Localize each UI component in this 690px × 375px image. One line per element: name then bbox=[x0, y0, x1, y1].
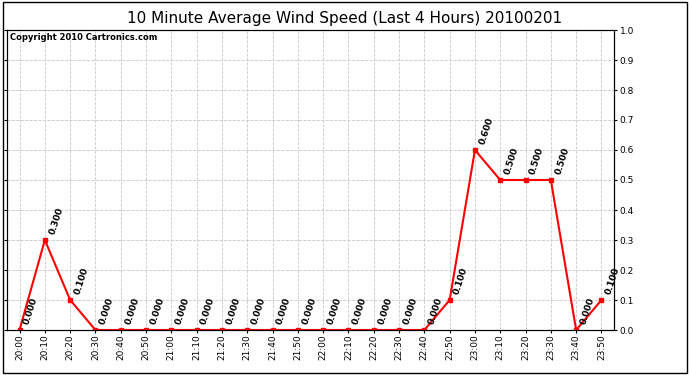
Text: 0.000: 0.000 bbox=[225, 297, 242, 326]
Text: 0.000: 0.000 bbox=[98, 297, 115, 326]
Text: 0.000: 0.000 bbox=[351, 297, 368, 326]
Text: 0.100: 0.100 bbox=[604, 266, 622, 296]
Text: 0.000: 0.000 bbox=[275, 297, 293, 326]
Text: 0.000: 0.000 bbox=[579, 297, 596, 326]
Text: 0.000: 0.000 bbox=[250, 297, 267, 326]
Text: 0.000: 0.000 bbox=[301, 297, 318, 326]
Text: 0.000: 0.000 bbox=[124, 297, 141, 326]
Text: 10 Minute Average Wind Speed (Last 4 Hours) 20100201: 10 Minute Average Wind Speed (Last 4 Hou… bbox=[128, 11, 562, 26]
Text: 0.500: 0.500 bbox=[503, 146, 520, 176]
Text: 0.000: 0.000 bbox=[174, 297, 191, 326]
Text: 0.000: 0.000 bbox=[22, 297, 39, 326]
Text: 0.500: 0.500 bbox=[529, 146, 546, 176]
Text: 0.100: 0.100 bbox=[73, 266, 90, 296]
Text: 0.500: 0.500 bbox=[553, 146, 571, 176]
Text: 0.000: 0.000 bbox=[326, 297, 343, 326]
Text: 0.600: 0.600 bbox=[477, 116, 495, 146]
Text: 0.000: 0.000 bbox=[149, 297, 166, 326]
Text: 0.000: 0.000 bbox=[427, 297, 444, 326]
Text: 0.300: 0.300 bbox=[48, 206, 65, 236]
Text: 0.100: 0.100 bbox=[453, 266, 470, 296]
Text: 0.000: 0.000 bbox=[402, 297, 419, 326]
Text: 0.000: 0.000 bbox=[199, 297, 217, 326]
Text: 0.000: 0.000 bbox=[377, 297, 394, 326]
Text: Copyright 2010 Cartronics.com: Copyright 2010 Cartronics.com bbox=[10, 33, 157, 42]
